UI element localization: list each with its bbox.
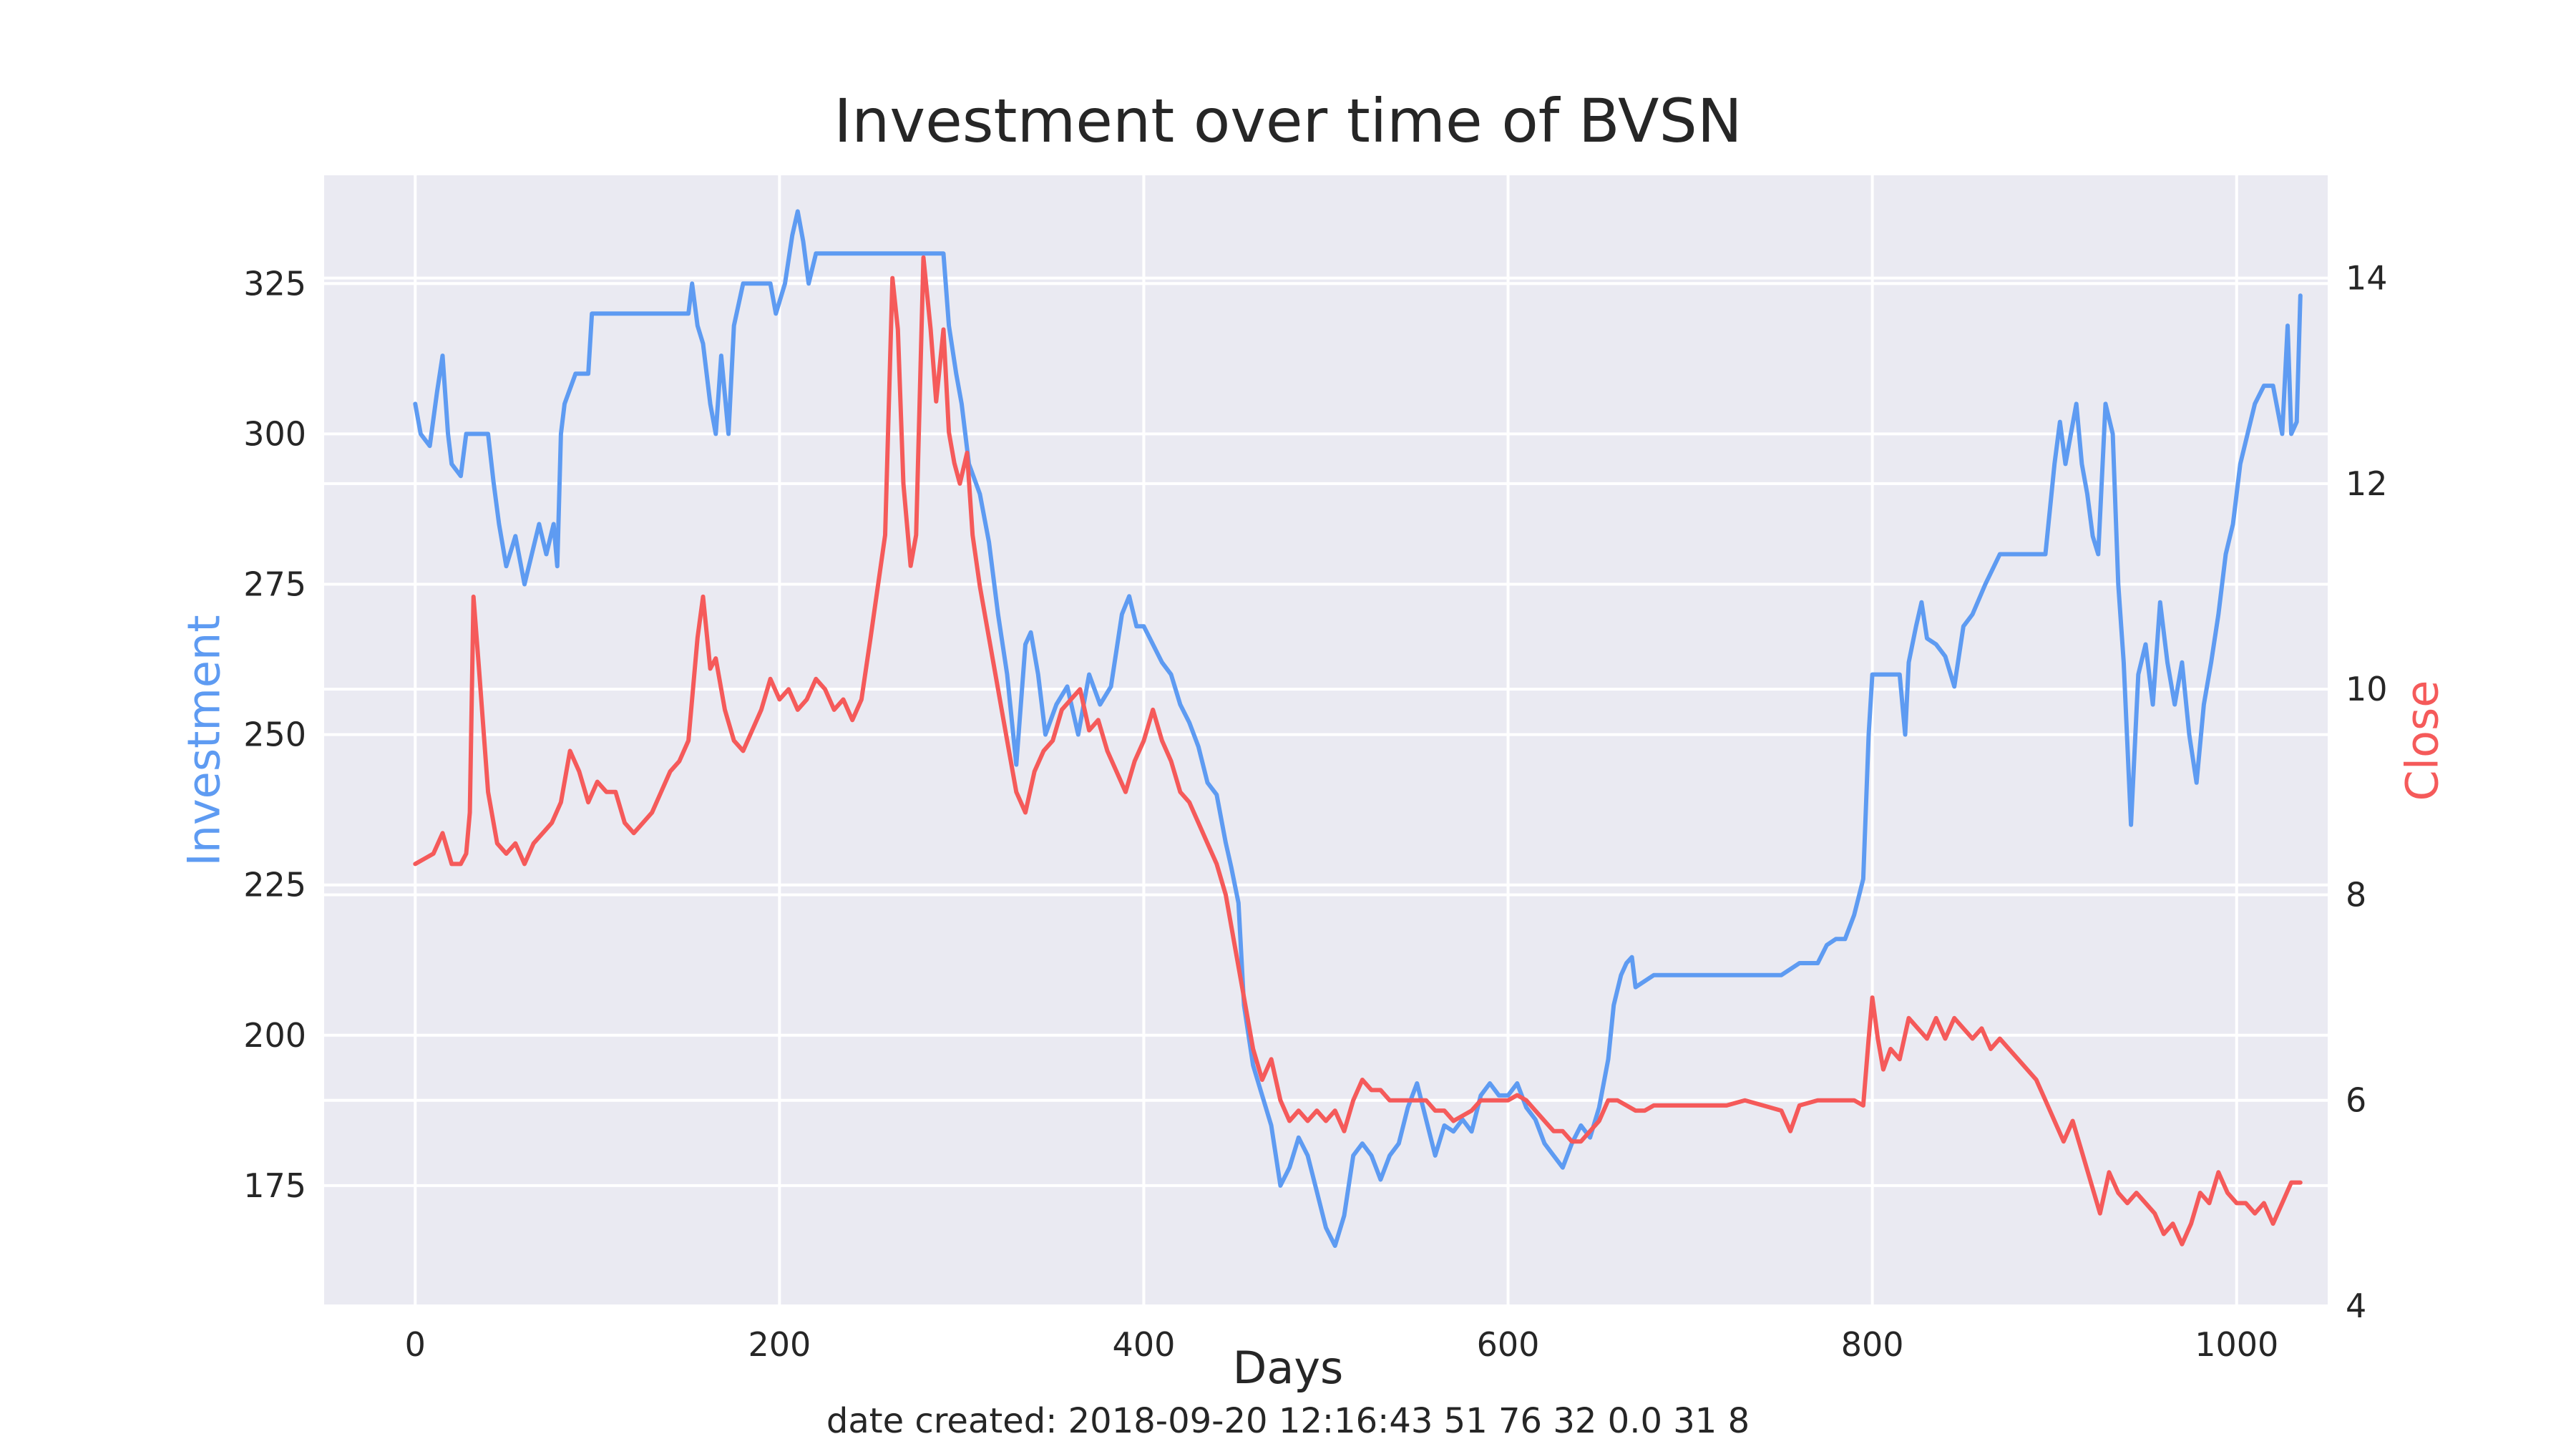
series-lines: [413, 209, 2303, 1248]
x-axis-label: Days: [1232, 1342, 1344, 1394]
x-tick-label: 1000: [2195, 1325, 2278, 1364]
y-axis-label-left: Investment: [177, 615, 230, 867]
y-tick-label-right: 6: [2346, 1081, 2366, 1120]
y-tick-label-left: 175: [243, 1166, 306, 1205]
x-tick-label: 0: [405, 1325, 426, 1364]
series-line-close: [413, 255, 2303, 1246]
series-line-investment: [413, 209, 2303, 1248]
y-tick-label-left: 225: [243, 866, 306, 904]
y-tick-label-left: 200: [243, 1016, 306, 1055]
x-tick-label: 400: [1113, 1325, 1176, 1364]
y-axis-label-right: Close: [2396, 680, 2449, 801]
y-tick-label-left: 325: [243, 264, 306, 303]
tick-labels: 0 200 400 600 800 1000 175 200 225 250 275 300 325 4 6…: [243, 259, 2387, 1364]
x-tick-label: 800: [1841, 1325, 1904, 1364]
y-tick-label-right: 12: [2346, 464, 2388, 503]
y-tick-label-left: 300: [243, 414, 306, 453]
y-tick-label-right: 8: [2346, 875, 2366, 914]
plot-area: [324, 175, 2328, 1306]
grid: [324, 175, 2328, 1307]
x-tick-label: 600: [1477, 1325, 1540, 1364]
y-tick-label-left: 250: [243, 716, 306, 754]
y-tick-label-left: 275: [243, 565, 306, 603]
chart-title: Investment over time of BVSN: [834, 86, 1742, 156]
y-tick-label-right: 14: [2346, 259, 2388, 298]
x-tick-label: 200: [748, 1325, 811, 1364]
date-created-caption: date created: 2018-09-20 12:16:43 51 76 …: [826, 1401, 1750, 1441]
y-tick-label-right: 4: [2346, 1287, 2366, 1325]
y-tick-label-right: 10: [2346, 670, 2388, 708]
